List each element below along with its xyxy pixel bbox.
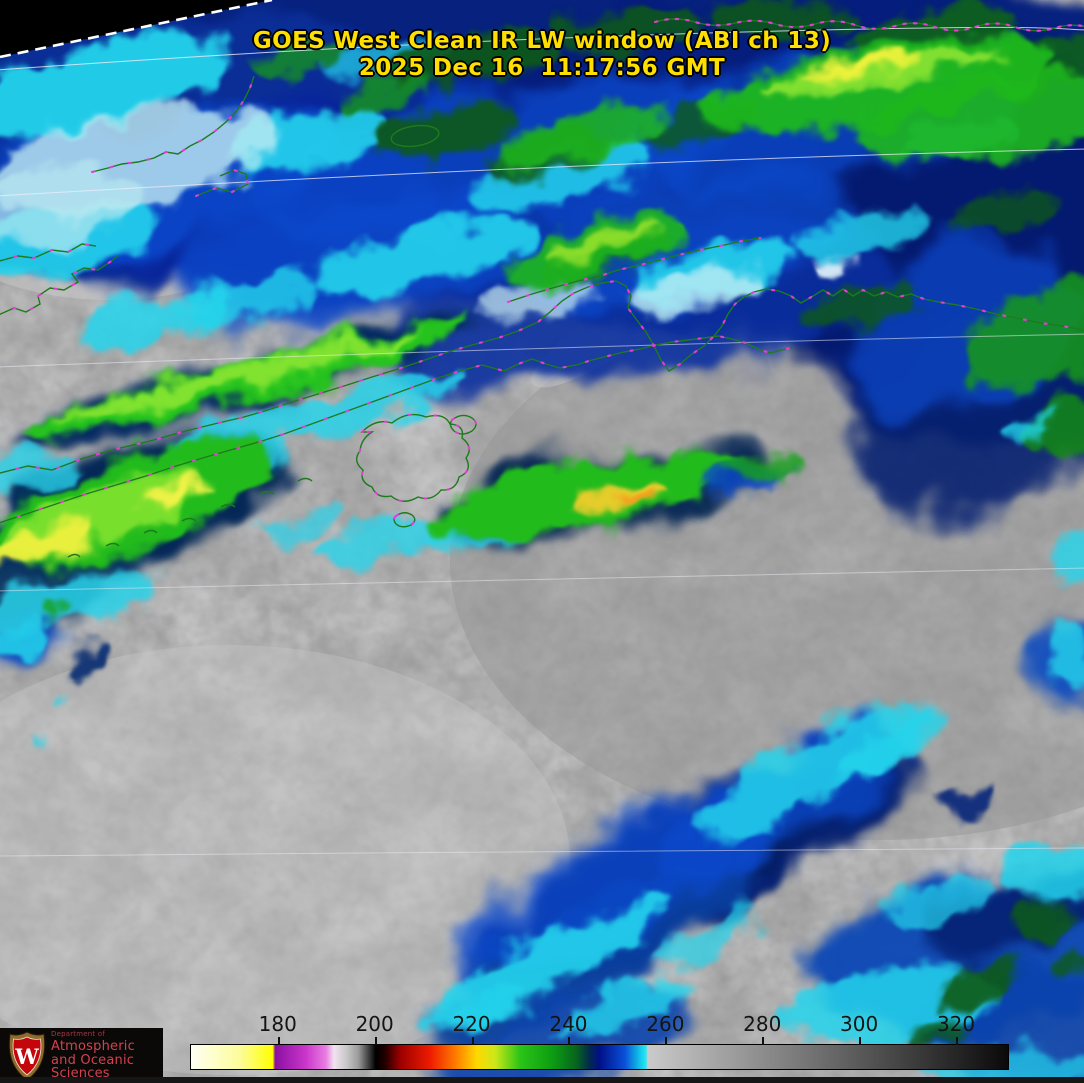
colorbar-tick bbox=[568, 1037, 571, 1045]
colorbar-tick bbox=[859, 1037, 862, 1045]
colorbar-tick bbox=[762, 1037, 765, 1045]
logo-dept-of: Department of bbox=[51, 1030, 105, 1038]
graticule-lines bbox=[0, 26, 1084, 857]
scan-edge bbox=[0, 0, 273, 59]
colorbar-tick-label: 180 bbox=[258, 1012, 297, 1036]
colorbar: 180 200 220 240 260 280 300 320 bbox=[190, 1012, 1009, 1070]
colorbar-tick bbox=[471, 1037, 474, 1045]
logo-line-1: Atmospheric bbox=[51, 1039, 135, 1054]
title-line-2: 2025 Dec 16 11:17:56 GMT bbox=[358, 55, 726, 81]
colorbar-tick-label: 320 bbox=[936, 1012, 976, 1036]
colorbar-tick-label: 200 bbox=[355, 1012, 394, 1036]
colorbar-tick bbox=[956, 1037, 959, 1045]
colorbar-tick bbox=[374, 1037, 377, 1045]
colorbar-tick-label: 280 bbox=[743, 1012, 782, 1036]
coastlines bbox=[0, 17, 1084, 558]
uw-crest-icon: W bbox=[8, 1030, 46, 1081]
colorbar-tick-label: 300 bbox=[840, 1012, 879, 1036]
title-line-1: GOES West Clean IR LW window (ABI ch 13) bbox=[252, 28, 832, 54]
logo-line-2: and Oceanic Sciences bbox=[51, 1053, 135, 1081]
colorbar-tick bbox=[665, 1037, 668, 1045]
colorbar-gradient bbox=[191, 1045, 1008, 1069]
colorbar-tick-label: 240 bbox=[549, 1012, 588, 1036]
bottom-strip bbox=[0, 1077, 1084, 1083]
image-title: GOES West Clean IR LW window (ABI ch 13)… bbox=[0, 28, 1084, 82]
logo-text: Department of Atmospheric and Oceanic Sc… bbox=[51, 1030, 163, 1081]
crest-letter: W bbox=[14, 1044, 39, 1069]
colorbar-tick-label: 220 bbox=[452, 1012, 491, 1036]
colorbar-tick bbox=[277, 1037, 280, 1045]
colorbar-tick-label: 260 bbox=[646, 1012, 685, 1036]
uw-aos-logo: W Department of Atmospheric and Oceanic … bbox=[0, 1028, 163, 1083]
